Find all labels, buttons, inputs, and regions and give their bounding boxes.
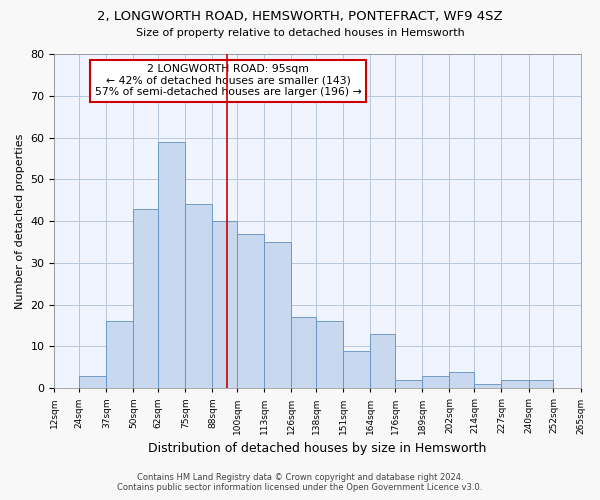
Bar — [422, 376, 449, 388]
X-axis label: Distribution of detached houses by size in Hemsworth: Distribution of detached houses by size … — [148, 442, 487, 455]
Bar — [158, 142, 185, 388]
Bar — [395, 380, 422, 388]
Bar — [502, 380, 529, 388]
Bar — [185, 204, 212, 388]
Bar — [79, 376, 106, 388]
Bar — [370, 334, 395, 388]
Y-axis label: Number of detached properties: Number of detached properties — [15, 134, 25, 309]
Bar — [529, 380, 553, 388]
Bar — [343, 350, 370, 389]
Text: Size of property relative to detached houses in Hemsworth: Size of property relative to detached ho… — [136, 28, 464, 38]
Bar — [316, 322, 343, 388]
Bar — [106, 322, 133, 388]
Text: Contains HM Land Registry data © Crown copyright and database right 2024.
Contai: Contains HM Land Registry data © Crown c… — [118, 473, 482, 492]
Bar — [449, 372, 475, 388]
Text: 2 LONGWORTH ROAD: 95sqm
← 42% of detached houses are smaller (143)
57% of semi-d: 2 LONGWORTH ROAD: 95sqm ← 42% of detache… — [95, 64, 361, 97]
Text: 2, LONGWORTH ROAD, HEMSWORTH, PONTEFRACT, WF9 4SZ: 2, LONGWORTH ROAD, HEMSWORTH, PONTEFRACT… — [97, 10, 503, 23]
Bar — [133, 208, 158, 388]
Bar — [265, 242, 292, 388]
Bar — [238, 234, 265, 388]
Bar — [475, 384, 502, 388]
Bar — [212, 221, 238, 388]
Bar — [292, 317, 316, 388]
